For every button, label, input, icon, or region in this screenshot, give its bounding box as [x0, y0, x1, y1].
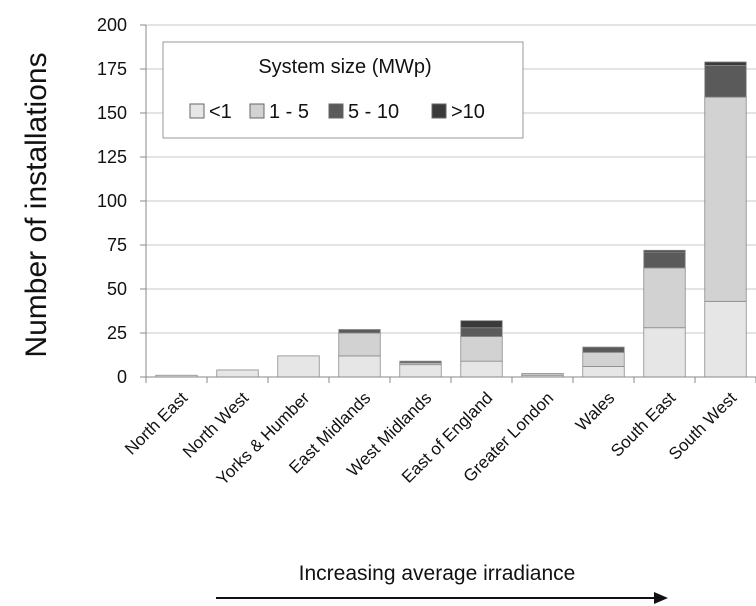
bar-segment: [704, 61, 747, 66]
legend-box: [162, 41, 524, 139]
bar-segment: [582, 366, 625, 378]
y-tick-label: 150: [97, 103, 127, 123]
bar-segment: [399, 364, 442, 378]
legend: System size (MWp) <1 1 - 5 5 - 10 >10: [162, 41, 524, 139]
y-tick-label: 125: [97, 147, 127, 167]
y-axis-label: Number of installations: [20, 52, 53, 357]
bar-segment: [338, 355, 381, 378]
bar-segment: [521, 373, 564, 376]
legend-title: System size (MWp): [258, 56, 431, 78]
bar-segment: [399, 360, 442, 364]
y-tick-label: 25: [107, 323, 127, 343]
y-tick-label: 100: [97, 191, 127, 211]
irradiance-arrow: [216, 592, 668, 604]
bar-segment: [460, 360, 503, 378]
bar-segment: [338, 332, 381, 357]
bar-segment: [277, 355, 320, 378]
x-tick-label: Wales: [572, 388, 618, 434]
y-tick-label: 75: [107, 235, 127, 255]
legend-label: 5 - 10: [348, 101, 399, 123]
y-tick-label: 0: [117, 367, 127, 387]
y-tick-labels: 0 25 50 75 100 125 150 175 200: [97, 15, 127, 387]
bar-segment: [460, 327, 503, 337]
bars: [155, 61, 747, 378]
legend-label: 1 - 5: [269, 101, 309, 123]
bar-segment: [216, 369, 259, 378]
bar-segment: [704, 65, 747, 98]
legend-items: <1 1 - 5 5 - 10 >10: [189, 101, 485, 123]
bar-segment: [582, 351, 625, 367]
legend-label: >10: [451, 101, 485, 123]
bar-segment: [643, 327, 686, 378]
bar-segment: [338, 329, 381, 334]
bar-segment: [460, 320, 503, 329]
y-tick-label: 50: [107, 279, 127, 299]
y-tick-label: 175: [97, 59, 127, 79]
legend-swatch: [328, 103, 344, 119]
bar-segment: [643, 249, 686, 253]
axes: [140, 24, 756, 383]
y-tick-label: 200: [97, 15, 127, 35]
legend-swatch: [249, 103, 265, 119]
bar-segment: [643, 267, 686, 329]
legend-swatch: [431, 103, 447, 119]
legend-swatch: [189, 103, 205, 119]
bar-segment: [643, 251, 686, 269]
irradiance-caption: Increasing average irradiance: [299, 562, 576, 585]
bar-segment: [704, 300, 747, 378]
bar-segment: [704, 96, 747, 302]
bar-segment: [460, 336, 503, 362]
legend-label: <1: [209, 101, 232, 123]
bar-segment: [582, 346, 625, 353]
